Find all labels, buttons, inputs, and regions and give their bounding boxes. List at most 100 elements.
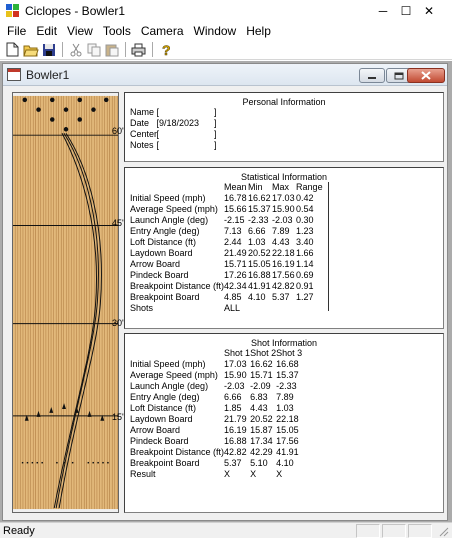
cell-value: 17.56 <box>276 436 299 446</box>
table-row: Pindeck Board 16.88 17.34 17.56 <box>130 436 302 447</box>
cut-button[interactable] <box>67 41 84 58</box>
menu-tools[interactable]: Tools <box>102 24 131 38</box>
row-label: Loft Distance (ft) <box>130 237 197 247</box>
shot-info-title: Shot Information <box>250 338 318 348</box>
cell-value: 15.66 <box>224 204 247 214</box>
pin <box>63 107 69 112</box>
name-value: [ <box>156 107 160 117</box>
restore-icon <box>394 72 404 80</box>
pin <box>77 117 82 122</box>
help-button[interactable]: ? <box>157 41 174 58</box>
cell-value: 0.42 <box>296 193 314 203</box>
statistical-info-panel: Statistical Information Mean Min Max Ran… <box>124 167 444 329</box>
menu-help[interactable]: Help <box>246 24 271 38</box>
resize-grip-icon[interactable] <box>438 526 449 537</box>
new-file-button[interactable] <box>4 41 21 58</box>
stats-divider <box>328 182 329 311</box>
cell-value: 16.62 <box>248 193 271 203</box>
cell-value: 15.90 <box>224 370 247 380</box>
pin <box>77 97 82 103</box>
child-restore-button[interactable] <box>386 68 412 83</box>
toolbar-separator <box>152 42 153 57</box>
center-field[interactable]: Center [] <box>130 129 217 139</box>
cell-value: 16.19 <box>272 259 295 269</box>
cell-value: 4.85 <box>224 292 242 302</box>
field-label: Notes <box>130 140 154 150</box>
cell-value: -2.33 <box>248 215 269 225</box>
cell-value: X <box>224 469 231 479</box>
row-label: Launch Angle (deg) <box>130 381 209 391</box>
cell-value: 1.03 <box>248 237 266 247</box>
cell-value: 21.79 <box>224 414 247 424</box>
cell-value: 17.26 <box>224 270 247 280</box>
open-folder-icon <box>22 45 39 56</box>
cell-value: 41.91 <box>276 447 299 457</box>
name-field[interactable]: Name [] <box>130 107 217 117</box>
table-row: Loft Distance (ft) 2.44 1.03 4.43 3.40 <box>130 237 323 248</box>
menu-edit[interactable]: Edit <box>36 24 58 38</box>
bowling-lane <box>12 92 119 513</box>
cell-value: 16.88 <box>248 270 271 280</box>
ball-paths <box>53 132 102 509</box>
field-label: Center <box>130 129 158 139</box>
cell-value: ALL <box>224 303 241 313</box>
cell-value: -2.03 <box>224 381 245 391</box>
maximize-button[interactable]: ☐ <box>383 0 429 22</box>
column-header: Mean <box>224 182 247 192</box>
ball-path <box>53 132 97 509</box>
save-button[interactable] <box>40 41 57 58</box>
row-label: Entry Angle (deg) <box>130 226 200 236</box>
shots-table: Shot 1 Shot 2 Shot 3 Initial Speed (mph)… <box>130 348 302 480</box>
cell-value: 42.29 <box>250 447 273 457</box>
date-field[interactable]: Date [9/18/2023] <box>130 118 217 128</box>
cell-value: 7.89 <box>272 226 290 236</box>
lane-arrows <box>24 403 105 421</box>
menu-window[interactable]: Window <box>193 24 237 38</box>
cell-value: 42.34 <box>224 281 247 291</box>
cell-value: 17.34 <box>250 436 273 446</box>
table-row: Entry Angle (deg) 7.13 6.66 7.89 1.23 <box>130 226 323 237</box>
minimize-icon: ─ <box>378 4 388 18</box>
pin <box>22 97 28 103</box>
close-button[interactable]: ✕ <box>406 0 452 22</box>
cell-value: 1.23 <box>296 226 314 236</box>
table-header-row: Shot 1 Shot 2 Shot 3 <box>130 348 302 359</box>
menu-camera[interactable]: Camera <box>140 24 184 38</box>
notes-field[interactable]: Notes [] <box>130 140 217 150</box>
cell-value: 1.85 <box>224 403 242 413</box>
menu-view[interactable]: View <box>67 24 93 38</box>
window-title: Ciclopes - Bowler1 <box>25 4 126 18</box>
column-header: Max <box>272 182 290 192</box>
cell-value: 15.87 <box>250 425 273 435</box>
document-icon <box>7 68 21 81</box>
close-icon <box>421 71 431 80</box>
cell-value: 15.71 <box>250 370 273 380</box>
minimize-button[interactable]: ─ <box>360 0 406 22</box>
field-label: Name <box>130 107 155 117</box>
child-close-button[interactable] <box>407 68 445 83</box>
lane-wood <box>13 95 118 510</box>
open-button[interactable] <box>22 41 39 58</box>
pin <box>36 107 41 112</box>
row-label: Initial Speed (mph) <box>130 193 206 203</box>
status-pane <box>382 524 406 538</box>
cut-icon <box>70 43 81 56</box>
cell-value: 17.56 <box>272 270 295 280</box>
child-window-title: Bowler1 <box>26 67 70 82</box>
child-minimize-button[interactable] <box>359 68 385 83</box>
row-label: Average Speed (mph) <box>130 204 218 214</box>
print-button[interactable] <box>130 41 147 58</box>
cell-value: 7.89 <box>276 392 294 402</box>
copy-button[interactable] <box>85 41 102 58</box>
cell-value: 6.83 <box>250 392 268 402</box>
field-label: Date <box>130 118 150 128</box>
cell-value: 4.43 <box>272 237 290 247</box>
table-row: Initial Speed (mph) 17.03 16.62 16.68 <box>130 359 302 370</box>
menu-file[interactable]: File <box>7 24 27 38</box>
row-label: Result <box>130 469 156 479</box>
paste-button[interactable] <box>103 41 120 58</box>
distance-label-60: 60' <box>112 126 124 136</box>
arrow-marker <box>24 414 29 421</box>
close-icon: ✕ <box>423 4 435 18</box>
child-title-bar[interactable]: Bowler1 <box>3 64 447 86</box>
